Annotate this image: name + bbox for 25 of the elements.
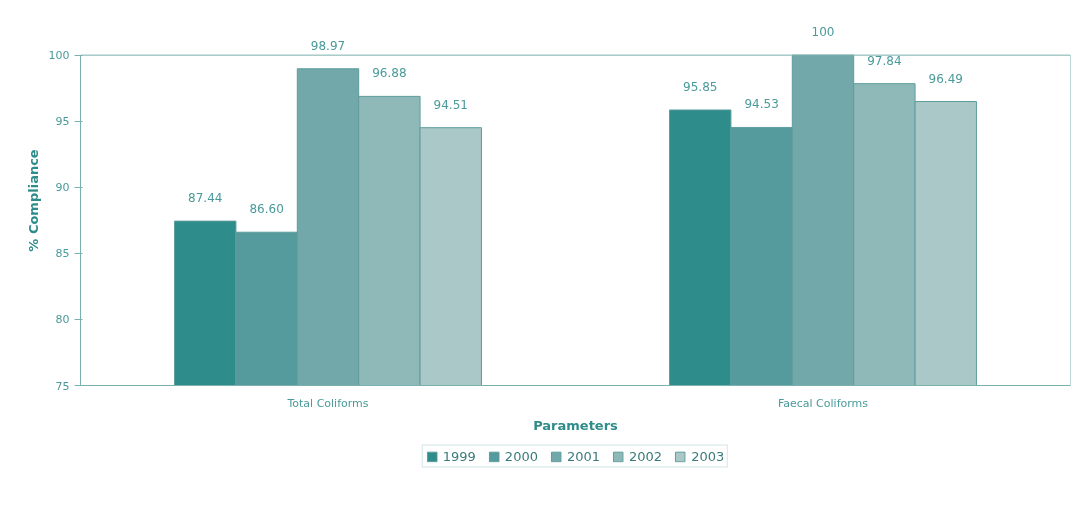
text: 95.85 bbox=[683, 79, 718, 94]
text: 94.51 bbox=[433, 97, 468, 112]
text: 87.44 bbox=[188, 191, 223, 206]
text: 94.53 bbox=[744, 97, 779, 112]
text: 96.88 bbox=[372, 66, 407, 81]
text: 86.60 bbox=[249, 202, 284, 217]
y-tick-label: 75 bbox=[55, 379, 70, 393]
legend-label: 1999 bbox=[442, 448, 476, 464]
legend-label: 2003 bbox=[691, 448, 725, 464]
y-tick-label: 100 bbox=[48, 49, 70, 63]
y-axis-title: % Compliance bbox=[25, 149, 41, 252]
y-tick-label: 80 bbox=[55, 313, 70, 327]
y-tick-label: 95 bbox=[55, 115, 70, 129]
legend-label: 2002 bbox=[629, 448, 663, 464]
legend-label: 2001 bbox=[566, 448, 601, 464]
y-tick-label: 85 bbox=[55, 247, 70, 261]
x-axis-title: Parameters bbox=[533, 417, 619, 433]
legend-label: 2000 bbox=[504, 448, 538, 464]
x-tick-label: Total Coliforms bbox=[286, 396, 369, 410]
text: 97.84 bbox=[867, 53, 902, 68]
text: 100 bbox=[811, 25, 835, 40]
y-tick-label: 90 bbox=[55, 181, 70, 195]
text: 98.97 bbox=[310, 38, 346, 53]
x-tick-label: Faecal Coliforms bbox=[777, 396, 869, 410]
text: 96.49 bbox=[928, 71, 963, 86]
